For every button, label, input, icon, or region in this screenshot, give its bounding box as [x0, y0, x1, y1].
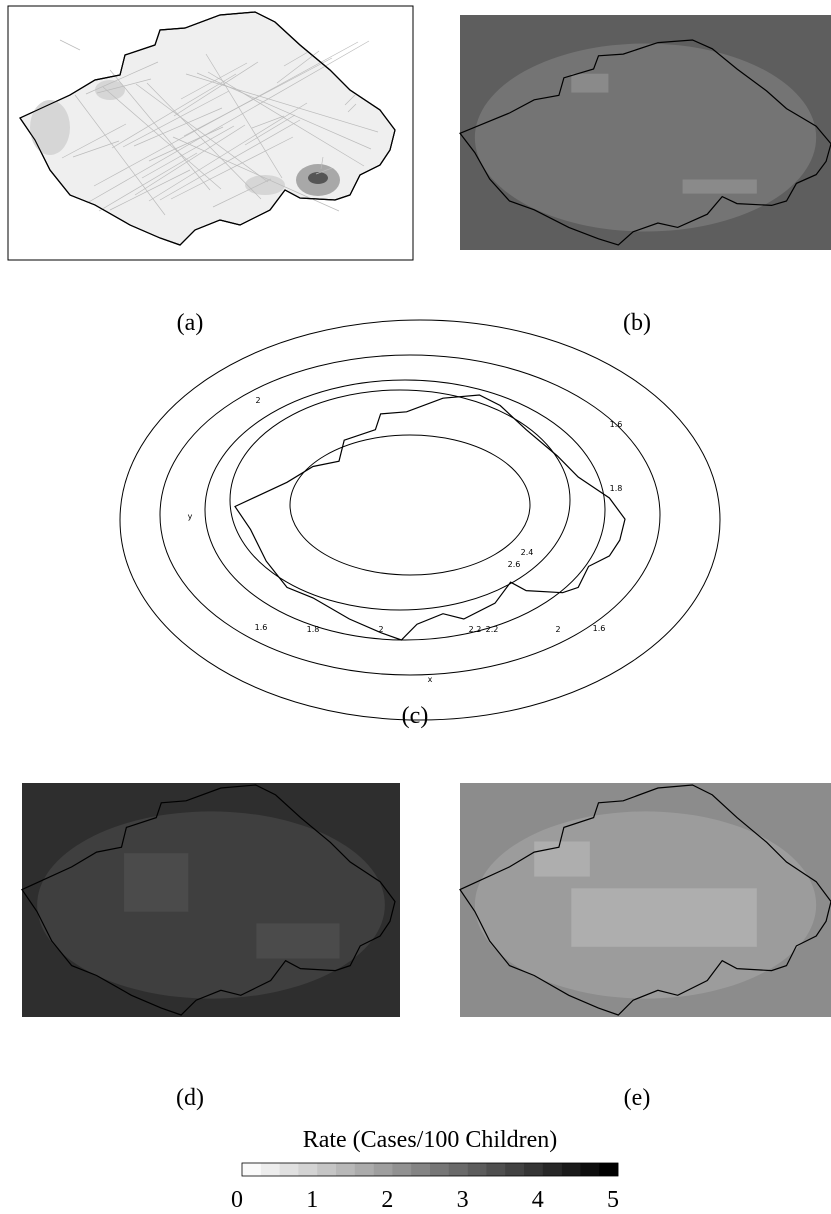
- colorbar-step: [242, 1163, 261, 1176]
- raster-cell: [683, 180, 757, 194]
- contour-label: 1.8: [307, 625, 320, 634]
- raster-cell: [256, 923, 339, 958]
- colorbar-title: Rate (Cases/100 Children): [303, 1127, 558, 1153]
- colorbar-step: [336, 1163, 355, 1176]
- colorbar-tick-label: 5: [607, 1187, 619, 1213]
- colorbar-step: [543, 1163, 562, 1176]
- colorbar-step: [280, 1163, 299, 1176]
- contour-label: 2.2: [469, 625, 482, 634]
- colorbar-step: [392, 1163, 411, 1176]
- raster-cell: [571, 74, 608, 93]
- raster-cell: [534, 842, 590, 877]
- panel-label: (e): [624, 1085, 651, 1111]
- contour-label: 2.4: [521, 548, 534, 557]
- contour-label: 1.6: [593, 624, 606, 633]
- raster-cell: [124, 853, 188, 912]
- contour-label: 2: [378, 625, 383, 634]
- colorbar-tick-label: 0: [231, 1187, 243, 1213]
- panel-label: (c): [402, 703, 429, 729]
- colorbar-step: [261, 1163, 280, 1176]
- colorbar-step: [355, 1163, 374, 1176]
- y-axis-label: y: [188, 512, 193, 521]
- colorbar-step: [298, 1163, 317, 1176]
- colorbar-step: [317, 1163, 336, 1176]
- area: [30, 100, 70, 155]
- contour-label: 1.8: [610, 484, 623, 493]
- colorbar-step: [374, 1163, 393, 1176]
- colorbar-tick-label: 4: [532, 1187, 544, 1213]
- colorbar-step: [562, 1163, 581, 1176]
- colorbar-step: [524, 1163, 543, 1176]
- colorbar-step: [505, 1163, 524, 1176]
- panel-label: (d): [176, 1085, 204, 1111]
- colorbar-tick-label: 2: [381, 1187, 393, 1213]
- figure: (a) (b) (c) (d) (e) y x Rate (Cases/100 …: [0, 0, 831, 1214]
- area: [308, 172, 328, 184]
- raster-zone: [475, 44, 816, 232]
- panel-label: (a): [177, 310, 204, 336]
- colorbar-step: [411, 1163, 430, 1176]
- contour-label: 2.6: [508, 560, 521, 569]
- colorbar-step: [468, 1163, 487, 1176]
- colorbar-step: [430, 1163, 449, 1176]
- contour-label: 1.6: [610, 420, 623, 429]
- colorbar-step: [486, 1163, 505, 1176]
- contour-label: 2.2: [486, 625, 499, 634]
- contour-label: 1.6: [255, 623, 268, 632]
- colorbar-step: [449, 1163, 468, 1176]
- x-axis-label: x: [428, 675, 433, 684]
- colorbar-step: [599, 1163, 618, 1176]
- colorbar-tick-label: 3: [457, 1187, 469, 1213]
- contour-label: 2: [255, 396, 260, 405]
- contour-label: 2: [555, 625, 560, 634]
- colorbar-step: [580, 1163, 599, 1176]
- panel-label: (b): [623, 310, 651, 336]
- raster-cell: [571, 888, 757, 947]
- colorbar-tick-label: 1: [306, 1187, 318, 1213]
